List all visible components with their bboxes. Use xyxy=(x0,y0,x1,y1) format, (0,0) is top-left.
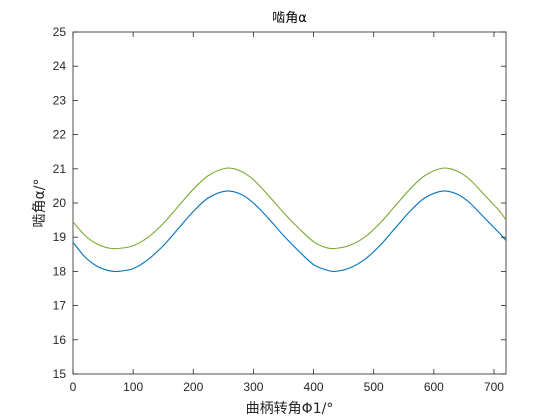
chart-title: 啮角α xyxy=(272,11,307,26)
y-tick-label: 24 xyxy=(53,59,67,73)
x-tick-label: 700 xyxy=(484,380,504,394)
x-tick-label: 300 xyxy=(243,380,263,394)
x-tick-label: 200 xyxy=(183,380,203,394)
y-tick-label: 22 xyxy=(53,128,67,142)
x-tick-label: 500 xyxy=(364,380,384,394)
y-axis-title: 啮角α/° xyxy=(32,179,48,228)
x-tick-label: 0 xyxy=(70,380,77,394)
x-tick-label: 100 xyxy=(123,380,143,394)
series-line-2 xyxy=(72,167,507,250)
y-tick-label: 23 xyxy=(53,93,67,107)
y-tick-label: 19 xyxy=(53,230,67,244)
y-tick-label: 18 xyxy=(53,264,67,278)
y-tick-label: 15 xyxy=(53,367,67,381)
ticks-layer: 0 100 200 300 400 500 600 700 15 16 17 18 19 20 21 22 23… xyxy=(53,25,506,394)
x-tick-label: 400 xyxy=(304,380,324,394)
y-tick-label: 20 xyxy=(53,196,67,210)
y-tick-label: 16 xyxy=(53,333,67,347)
y-tick-label: 17 xyxy=(53,299,67,313)
series-line-1 xyxy=(72,190,507,273)
y-tick-label: 25 xyxy=(53,25,67,39)
x-tick-label: 600 xyxy=(424,380,444,394)
series-layer xyxy=(72,167,507,273)
y-tick-label: 21 xyxy=(53,162,67,176)
x-axis-title: 曲柄转角Φ1/° xyxy=(246,401,334,417)
